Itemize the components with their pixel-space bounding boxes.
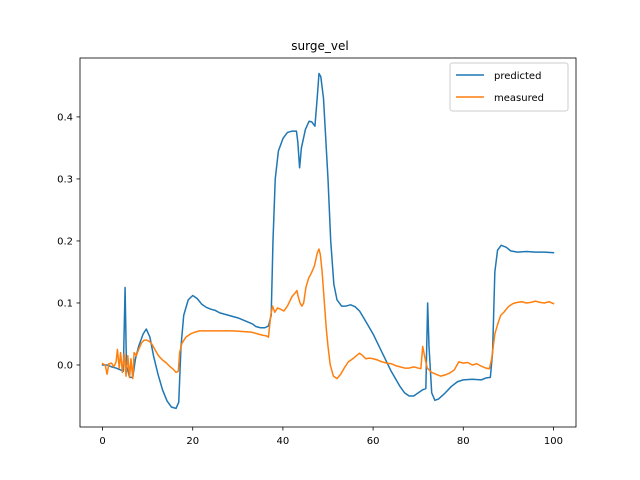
x-tick-label: 40 — [277, 436, 290, 447]
series-line-predicted — [101, 72, 555, 410]
y-tick-label: 0.4 — [57, 112, 73, 123]
legend-label-measured: measured — [494, 93, 544, 104]
plot-area: 0 20 40 60 80 100 0.0 0.1 0.2 0.3 0.4 predicted meas… — [57, 57, 577, 447]
series-line-measured — [101, 248, 555, 380]
y-tick-label: 0.2 — [57, 236, 73, 247]
x-tick-label: 100 — [544, 436, 563, 447]
legend: predicted measured — [449, 62, 569, 112]
y-tick-label: 0.0 — [57, 360, 73, 371]
y-tick-label: 0.1 — [57, 298, 73, 309]
x-tick-label: 60 — [367, 436, 380, 447]
x-tick-label: 80 — [457, 436, 470, 447]
legend-label-predicted: predicted — [494, 71, 541, 82]
x-tick-label: 0 — [99, 436, 105, 447]
axes-frame — [79, 57, 577, 428]
x-tick-label: 20 — [186, 436, 199, 447]
y-tick-label: 0.3 — [57, 174, 73, 185]
chart-title: surge_vel — [291, 39, 348, 53]
